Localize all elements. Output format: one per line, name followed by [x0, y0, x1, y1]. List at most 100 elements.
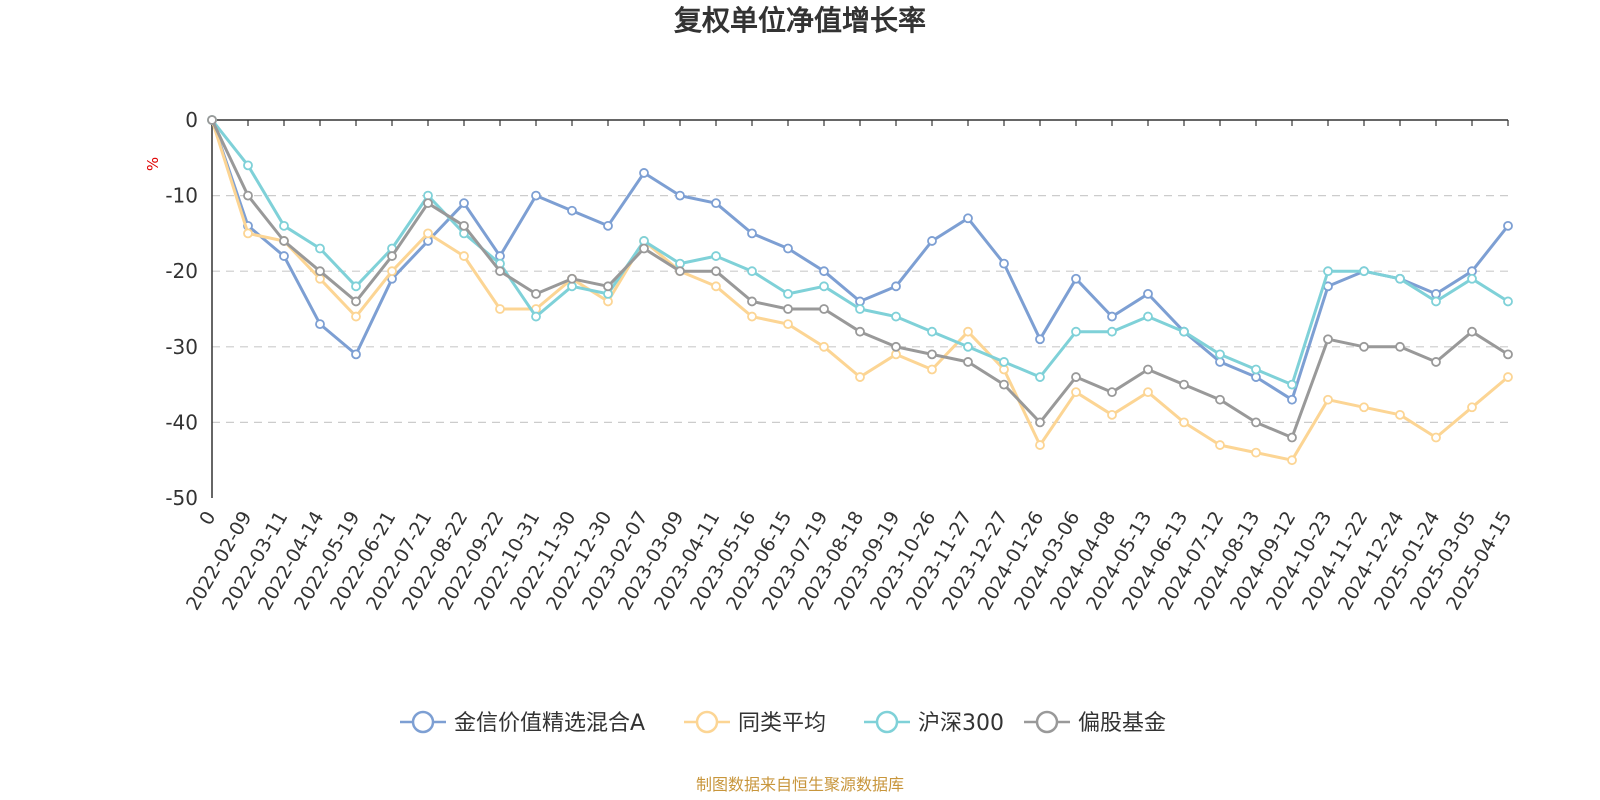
data-point [603, 220, 613, 231]
data-point [1323, 266, 1333, 277]
data-point [1035, 334, 1045, 345]
data-point [963, 341, 973, 352]
data-point [351, 296, 361, 307]
data-point [1359, 402, 1369, 413]
y-tick-label: -40 [165, 410, 198, 434]
data-point [1287, 379, 1297, 390]
data-point [927, 364, 937, 375]
data-point [1251, 417, 1261, 428]
data-point [531, 190, 541, 201]
data-point [1215, 349, 1225, 360]
x-tick-label: 0 [195, 508, 220, 529]
legend-marker [411, 710, 435, 734]
series-line [210, 118, 1510, 462]
data-point [351, 349, 361, 360]
data-point [351, 311, 361, 322]
y-tick-label: -10 [165, 184, 198, 208]
data-point [243, 190, 253, 201]
data-point [747, 266, 757, 277]
legend-item-4[interactable]: 偏股基金 [1024, 710, 1166, 736]
legend: 金信价值精选混合A 同类平均 沪深300 偏股基金 [400, 710, 1166, 736]
data-point [783, 319, 793, 330]
data-point [747, 296, 757, 307]
data-point [1035, 372, 1045, 382]
series-3 [207, 115, 1513, 390]
data-point [927, 349, 937, 360]
data-point [1107, 311, 1117, 322]
data-point [747, 311, 757, 322]
data-point [567, 273, 577, 284]
data-point [459, 220, 469, 231]
y-tick-label: -20 [165, 259, 198, 283]
data-point [1143, 387, 1153, 398]
data-point [855, 326, 865, 337]
data-point [1467, 402, 1477, 413]
data-point [783, 288, 793, 299]
data-point [1071, 326, 1081, 337]
data-point [1179, 379, 1189, 390]
data-point [423, 228, 433, 239]
data-point [207, 115, 217, 125]
data-point [315, 319, 325, 330]
data-point [423, 198, 433, 209]
data-point [495, 266, 505, 277]
y-axis-unit-label: % [144, 157, 162, 171]
data-point [711, 281, 721, 292]
y-tick-label: -30 [165, 335, 198, 359]
data-point [1395, 409, 1405, 420]
data-point [927, 236, 937, 246]
series-line [210, 118, 1510, 387]
data-point [567, 205, 577, 216]
legend-item-2[interactable]: 同类平均 [684, 710, 826, 736]
data-point [351, 281, 361, 292]
data-point [711, 198, 721, 209]
data-point [1107, 409, 1117, 420]
data-point [1395, 273, 1405, 284]
data-point [1323, 334, 1333, 345]
data-point [819, 341, 829, 352]
data-point [1287, 455, 1297, 466]
data-point [1467, 326, 1477, 337]
data-point [675, 266, 685, 277]
data-point [1503, 372, 1513, 382]
data-point [819, 281, 829, 292]
legend-label: 金信价值精选混合A [454, 711, 645, 736]
data-point [1359, 266, 1369, 277]
data-point [1503, 296, 1513, 307]
data-point [315, 266, 325, 277]
source-note: 制图数据来自恒生聚源数据库 [696, 775, 904, 794]
data-point [1143, 288, 1153, 299]
data-point [459, 251, 469, 261]
grid-lines [212, 195, 1508, 423]
data-point [819, 304, 829, 314]
legend-marker [695, 710, 719, 734]
data-point [1071, 372, 1081, 382]
data-point [1035, 417, 1045, 428]
data-point [1215, 440, 1225, 450]
legend-item-1[interactable]: 金信价值精选混合A [400, 710, 645, 736]
data-point [279, 236, 289, 246]
data-point [999, 379, 1009, 390]
data-point [531, 311, 541, 322]
y-tick-label: 0 [185, 108, 198, 132]
data-point [243, 228, 253, 239]
legend-label: 偏股基金 [1078, 711, 1166, 736]
data-point [1431, 432, 1441, 443]
data-point [747, 228, 757, 239]
data-point [891, 281, 901, 292]
data-point [819, 266, 829, 277]
data-point [459, 198, 469, 209]
data-point [1071, 387, 1081, 398]
data-point [891, 311, 901, 322]
data-point [783, 243, 793, 254]
data-point [1467, 273, 1477, 284]
data-point [1431, 357, 1441, 367]
data-point [1179, 326, 1189, 337]
data-point [243, 160, 253, 171]
data-point [1287, 394, 1297, 405]
series-4 [207, 115, 1513, 443]
data-point [603, 281, 613, 292]
y-tick-label: -50 [165, 486, 198, 510]
legend-label: 同类平均 [738, 711, 826, 736]
legend-item-3[interactable]: 沪深300 [864, 710, 1004, 736]
